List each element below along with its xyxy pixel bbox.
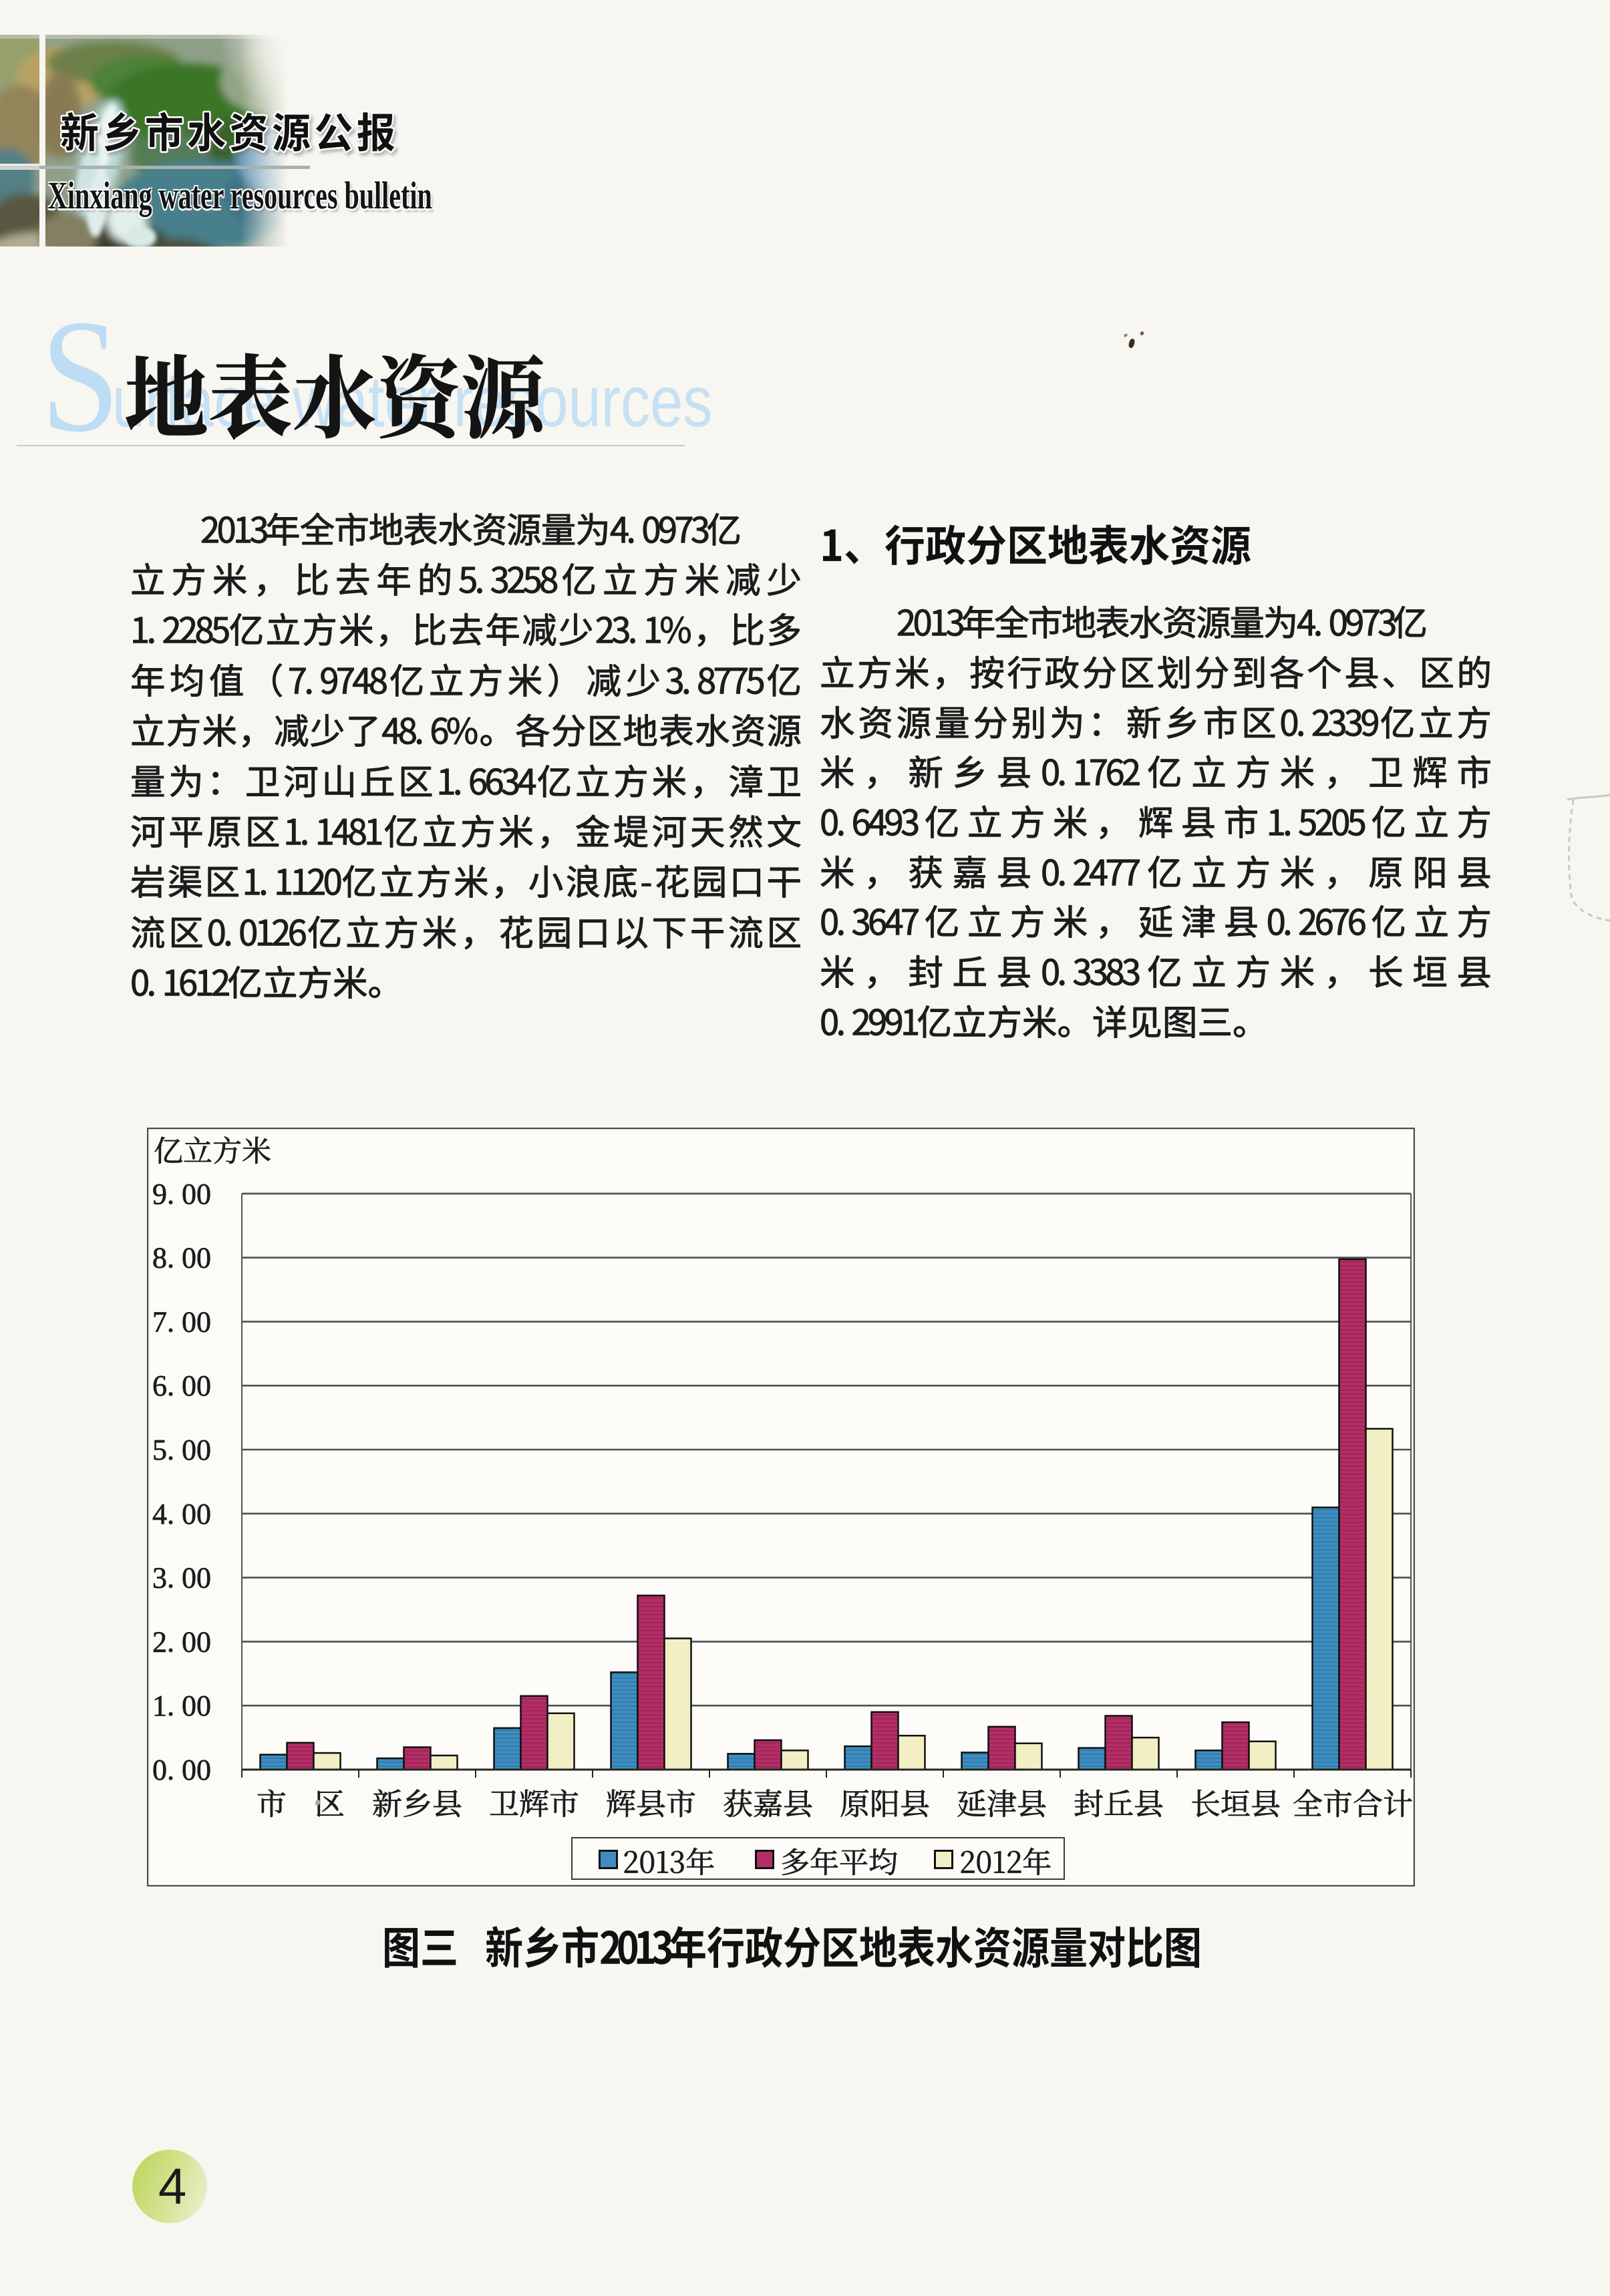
svg-text:2. 00: 2. 00 (152, 1625, 211, 1658)
svg-text:0. 00: 0. 00 (152, 1754, 211, 1786)
svg-text:9. 00: 9. 00 (152, 1178, 211, 1210)
svg-text:8. 00: 8. 00 (152, 1242, 211, 1275)
svg-text:1. 00: 1. 00 (152, 1689, 211, 1722)
svg-text:5. 00: 5. 00 (152, 1434, 211, 1466)
svg-text:4. 00: 4. 00 (152, 1498, 211, 1530)
svg-text:3. 00: 3. 00 (152, 1562, 211, 1595)
svg-text:6. 00: 6. 00 (152, 1369, 211, 1402)
svg-text:4: 4 (158, 2158, 186, 2215)
svg-text:7. 00: 7. 00 (152, 1305, 211, 1338)
